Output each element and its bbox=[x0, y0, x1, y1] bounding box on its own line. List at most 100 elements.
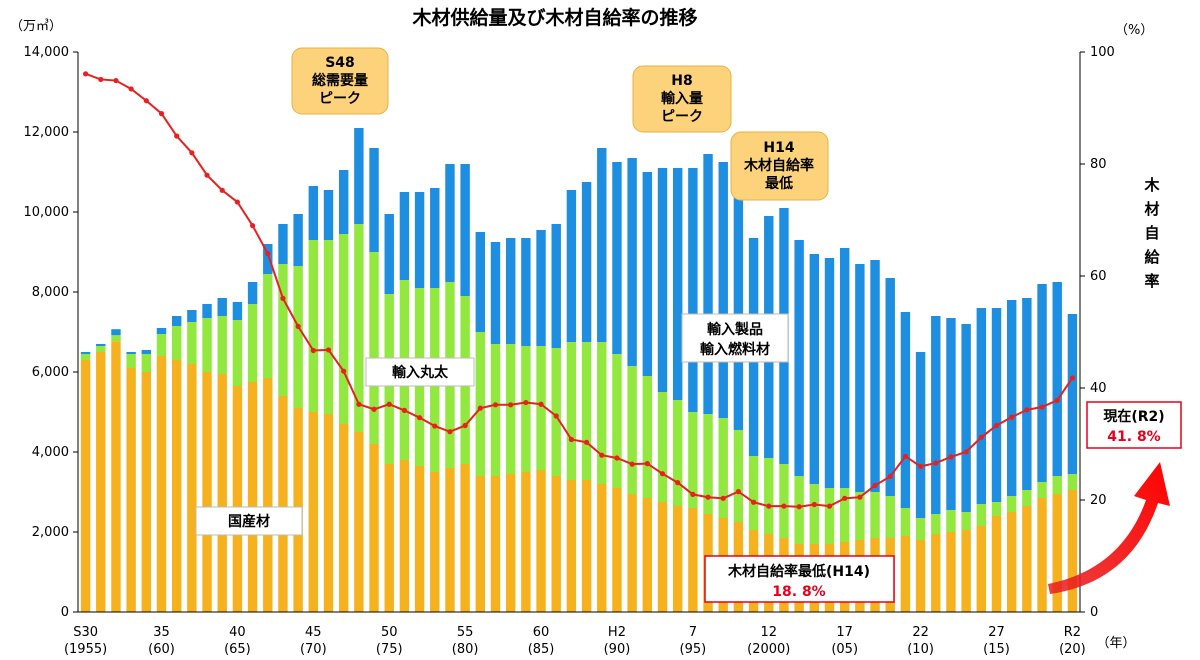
rate-line bbox=[85, 72, 1074, 508]
bar-domestic-2009 bbox=[900, 536, 911, 612]
bar-imported-logs-1955 bbox=[80, 354, 91, 360]
bar-imported-products-1966 bbox=[247, 282, 258, 304]
callout-h14: H14 木材自給率 最低 bbox=[730, 131, 829, 201]
bar-domestic-2020 bbox=[1067, 490, 1078, 612]
bar-domestic-1966 bbox=[247, 382, 258, 612]
rate-point-2009 bbox=[902, 453, 909, 459]
x-tick-label: 50 bbox=[381, 625, 398, 640]
bar-imported-logs-1966 bbox=[247, 304, 258, 382]
bar-imported-products-1995 bbox=[688, 168, 698, 412]
x-tick-sublabel: (1955) bbox=[64, 642, 107, 657]
label-domestic: 国産材 bbox=[195, 506, 303, 536]
callout-h8-line3: ピーク bbox=[661, 109, 703, 125]
bar-imported-logs-2010 bbox=[915, 518, 926, 540]
rate-point-2002 bbox=[796, 504, 802, 510]
bar-domestic-1981 bbox=[475, 476, 486, 612]
bar-imported-products-1981 bbox=[475, 232, 486, 332]
rate-point-1965 bbox=[234, 199, 241, 205]
right-tick-label: 100 bbox=[1090, 45, 1115, 60]
bar-imported-logs-2014 bbox=[976, 504, 987, 526]
rate-point-1997 bbox=[720, 495, 726, 501]
bar-imported-products-2010 bbox=[915, 352, 926, 518]
rising-arrow bbox=[1048, 462, 1170, 594]
bar-imported-logs-1972 bbox=[338, 234, 349, 424]
bar-imported-products-2014 bbox=[976, 308, 987, 504]
bar-imported-products-1998 bbox=[733, 178, 744, 430]
bar-imported-products-2019 bbox=[1052, 282, 1062, 476]
bar-domestic-1985 bbox=[536, 470, 546, 612]
x-tick-sublabel: (80) bbox=[452, 642, 479, 657]
rate-point-1973 bbox=[356, 401, 362, 407]
bar-imported-products-2016 bbox=[1006, 300, 1017, 496]
left-tick-label: 2,000 bbox=[32, 525, 69, 540]
rate-point-2017 bbox=[1024, 407, 1030, 413]
rate-point-1956 bbox=[98, 76, 104, 83]
bar-imported-products-1982 bbox=[490, 242, 501, 344]
bar-imported-logs-1957 bbox=[111, 335, 121, 342]
right-axis-title-char: 自 bbox=[1144, 224, 1159, 242]
rate-point-1998 bbox=[735, 489, 742, 495]
x-tick-label: 55 bbox=[457, 625, 474, 640]
bar-imported-logs-2005 bbox=[839, 488, 850, 542]
bar-imported-products-1997 bbox=[718, 162, 728, 418]
bar-imported-logs-1963 bbox=[202, 318, 212, 372]
x-tick-sublabel: (20) bbox=[1059, 642, 1086, 657]
left-tick-label: 14,000 bbox=[24, 45, 70, 60]
bar-imported-products-1960 bbox=[156, 328, 167, 334]
bar-imported-logs-1992 bbox=[642, 376, 653, 498]
bar-domestic-1988 bbox=[581, 480, 592, 612]
rate-point-2016 bbox=[1009, 414, 1015, 420]
x-tick-sublabel: (15) bbox=[983, 642, 1010, 657]
left-axis-unit: （万㎥） bbox=[10, 19, 62, 34]
bar-imported-products-2015 bbox=[991, 308, 1002, 502]
bar-imported-products-1989 bbox=[597, 148, 607, 342]
bar-imported-logs-1967 bbox=[263, 274, 273, 378]
rate-point-1979 bbox=[447, 429, 453, 435]
rate-point-1977 bbox=[416, 415, 423, 421]
rate-point-2001 bbox=[781, 503, 787, 509]
bar-imported-products-1984 bbox=[521, 238, 531, 346]
left-tick-label: 0 bbox=[61, 605, 69, 620]
x-tick-label: 60 bbox=[533, 625, 550, 640]
bar-imported-logs-1981 bbox=[475, 332, 486, 476]
bar-imported-logs-2018 bbox=[1037, 482, 1047, 498]
bar-imported-logs-1999 bbox=[748, 456, 759, 530]
x-tick-sublabel: (10) bbox=[907, 642, 934, 657]
bar-imported-logs-1998 bbox=[733, 430, 744, 522]
bar-imported-logs-2008 bbox=[885, 496, 895, 538]
callout-s48-line1: S48 bbox=[325, 55, 355, 71]
bar-domestic-2019 bbox=[1052, 494, 1062, 612]
bar-imported-logs-1997 bbox=[718, 418, 728, 518]
current-rate-box: 現在(R2) 41. 8% bbox=[1086, 401, 1182, 449]
bar-imported-products-2007 bbox=[870, 260, 880, 492]
bar-domestic-2017 bbox=[1022, 506, 1032, 612]
right-axis-title-char: 木 bbox=[1143, 176, 1160, 194]
rate-point-1989 bbox=[599, 452, 605, 458]
bar-imported-products-1970 bbox=[308, 186, 319, 240]
bar-imported-products-2002 bbox=[794, 240, 804, 476]
bar-imported-logs-1973 bbox=[354, 224, 364, 432]
axes: 0 2,000 4,000 6,000 8,000 10,000 12,000 14,000 0… bbox=[24, 45, 1136, 657]
x-tick-label: 12 bbox=[760, 625, 777, 640]
bar-imported-products-1956 bbox=[96, 344, 106, 346]
bar-imported-products-1967 bbox=[263, 244, 273, 274]
rate-point-1963 bbox=[204, 172, 210, 178]
right-axis-title: 木材自給率 bbox=[1143, 176, 1160, 290]
bar-domestic-1967 bbox=[263, 378, 273, 612]
bar-imported-products-1993 bbox=[657, 168, 668, 392]
x-tick-sublabel: (70) bbox=[300, 642, 327, 657]
rate-point-1975 bbox=[386, 401, 392, 407]
bar-imported-products-1988 bbox=[581, 182, 592, 342]
rate-point-1995 bbox=[690, 491, 696, 497]
current-rate-value: 41. 8% bbox=[1107, 429, 1160, 445]
bar-imported-products-2013 bbox=[961, 324, 971, 512]
rate-point-1991 bbox=[629, 461, 635, 467]
x-tick-label: H2 bbox=[608, 625, 626, 640]
bar-domestic-2011 bbox=[931, 534, 941, 612]
rate-point-1984 bbox=[523, 399, 529, 406]
bar-imported-products-1992 bbox=[642, 172, 653, 376]
min-rate-box: 木材自給率最低(H14) 18. 8% bbox=[704, 555, 895, 603]
bar-imported-products-1962 bbox=[187, 310, 197, 322]
bar-imported-products-1972 bbox=[338, 170, 349, 234]
